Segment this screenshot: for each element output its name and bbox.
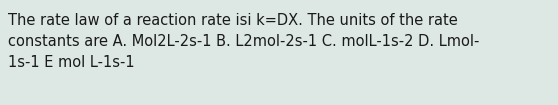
Text: The rate law of a reaction rate isi k=DX. The units of the rate
constants are A.: The rate law of a reaction rate isi k=DX… xyxy=(8,13,480,70)
